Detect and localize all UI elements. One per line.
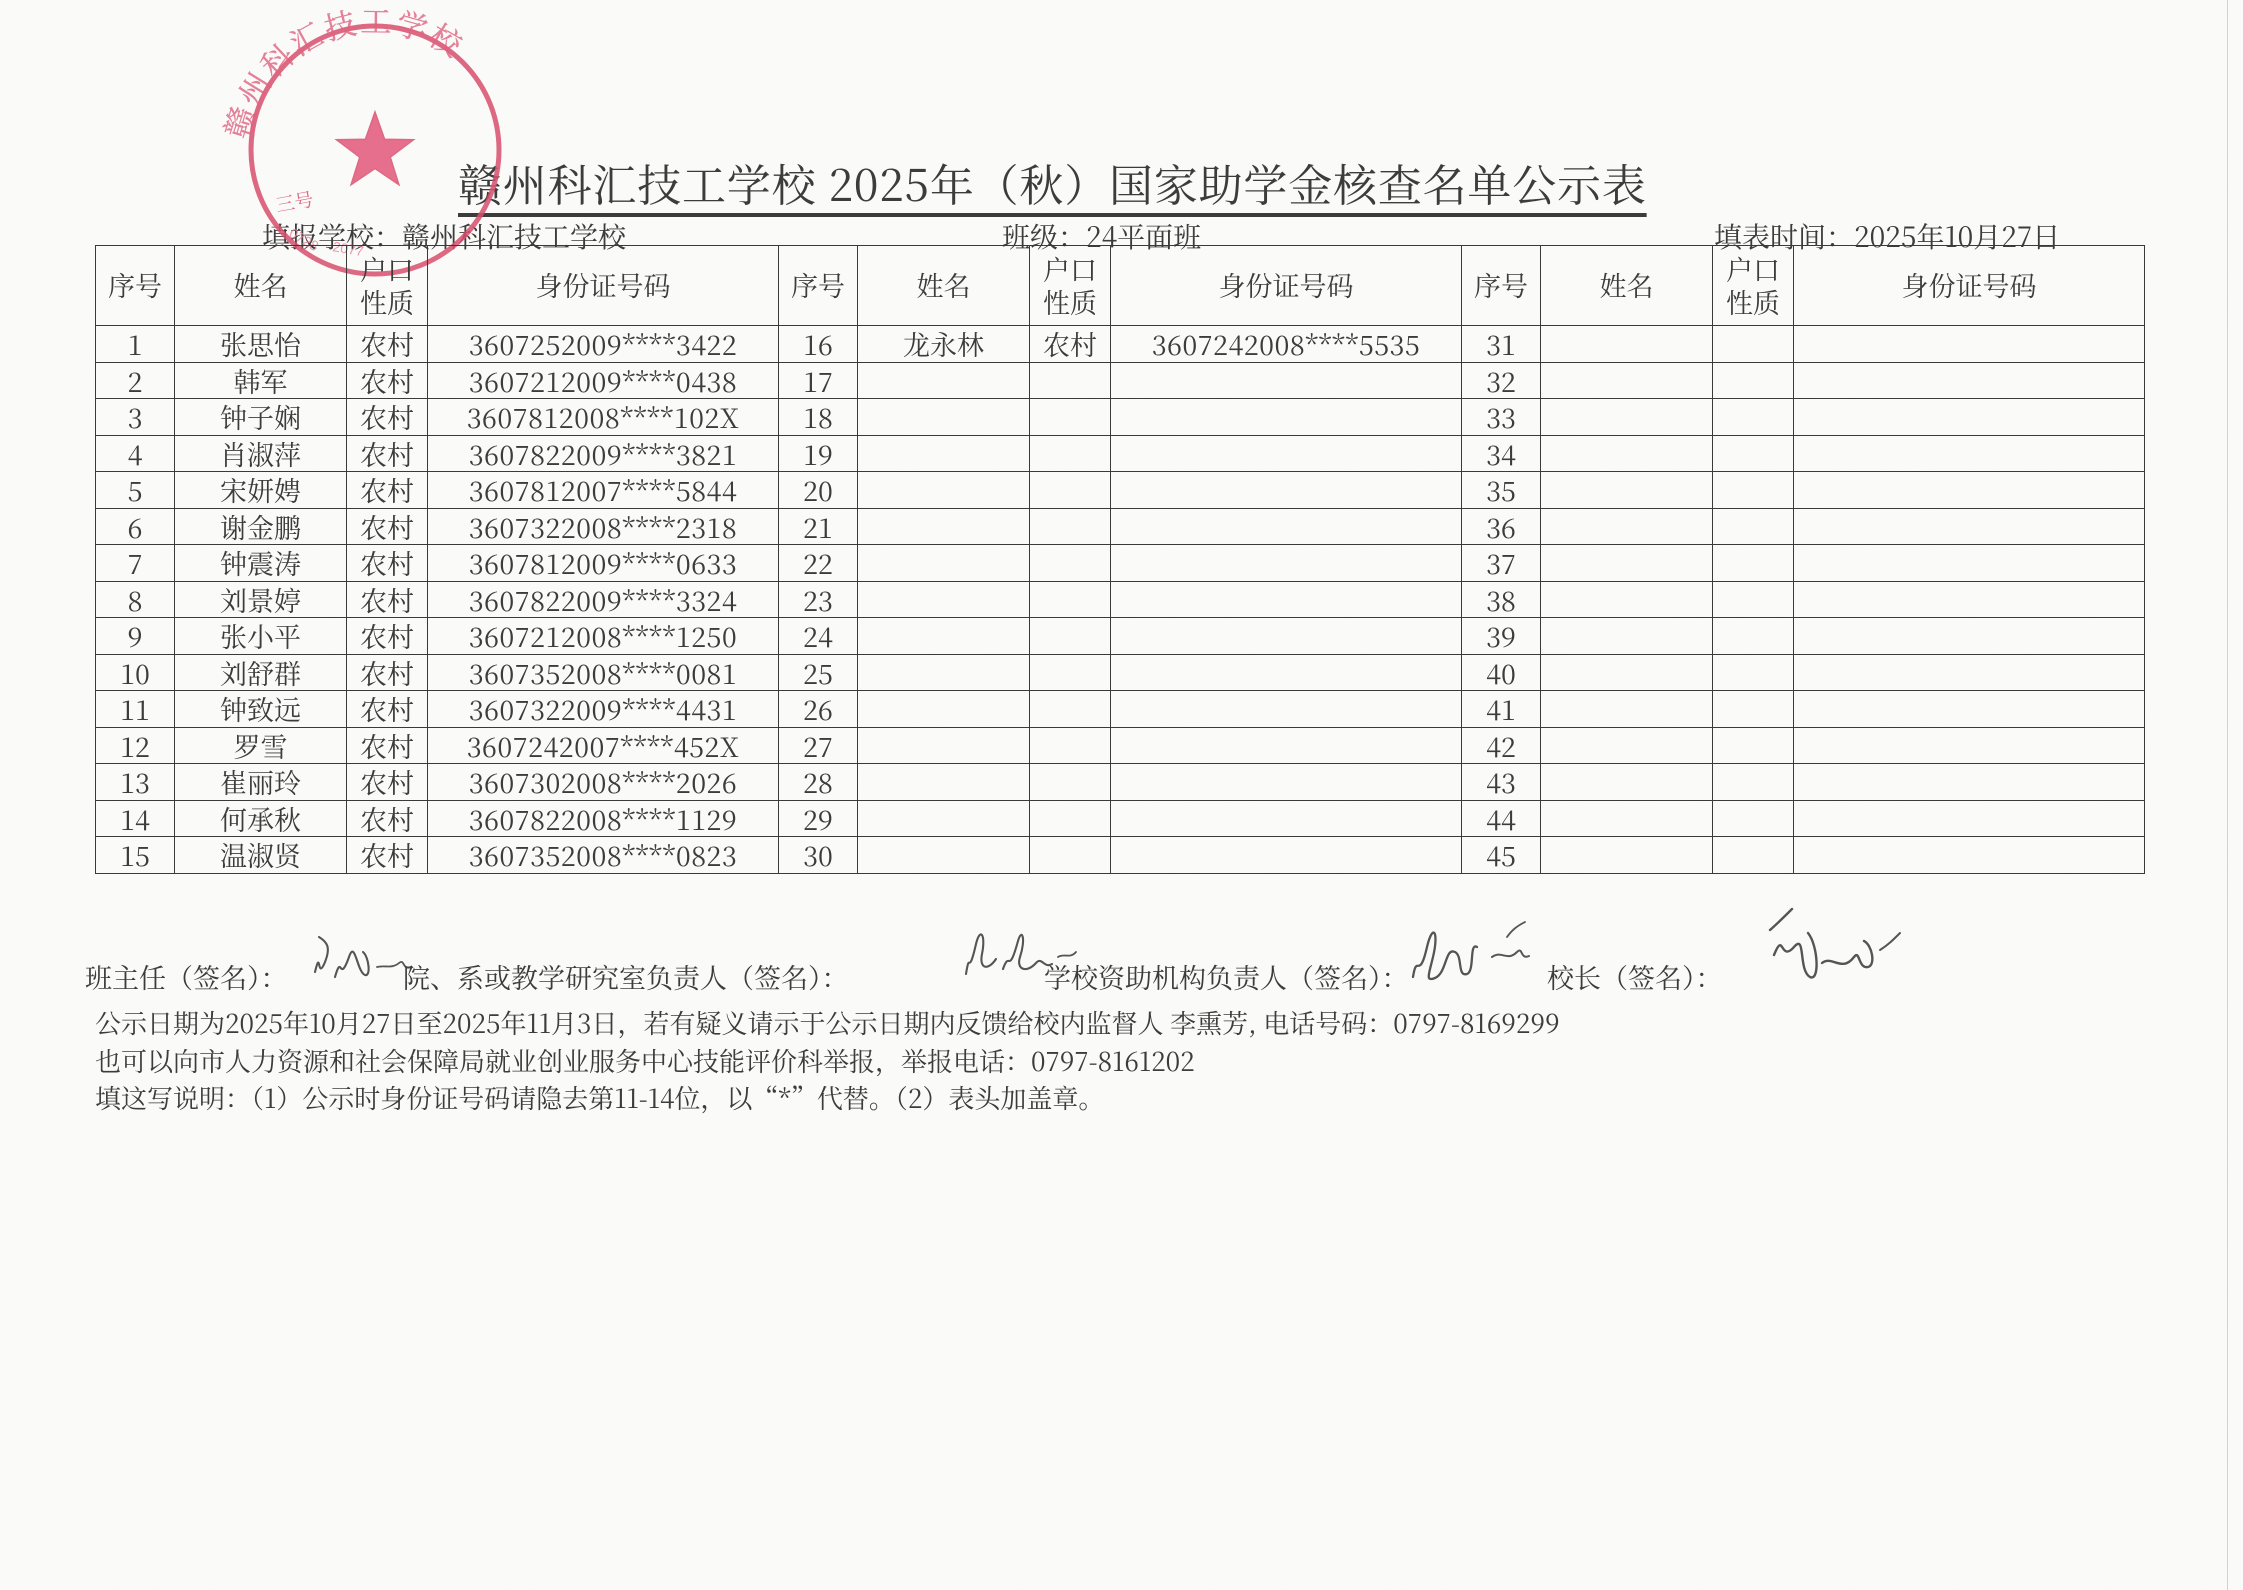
svg-text:三号: 三号	[273, 185, 315, 218]
svg-text:赣州科汇技工学校: 赣州科汇技工学校	[220, 10, 474, 143]
